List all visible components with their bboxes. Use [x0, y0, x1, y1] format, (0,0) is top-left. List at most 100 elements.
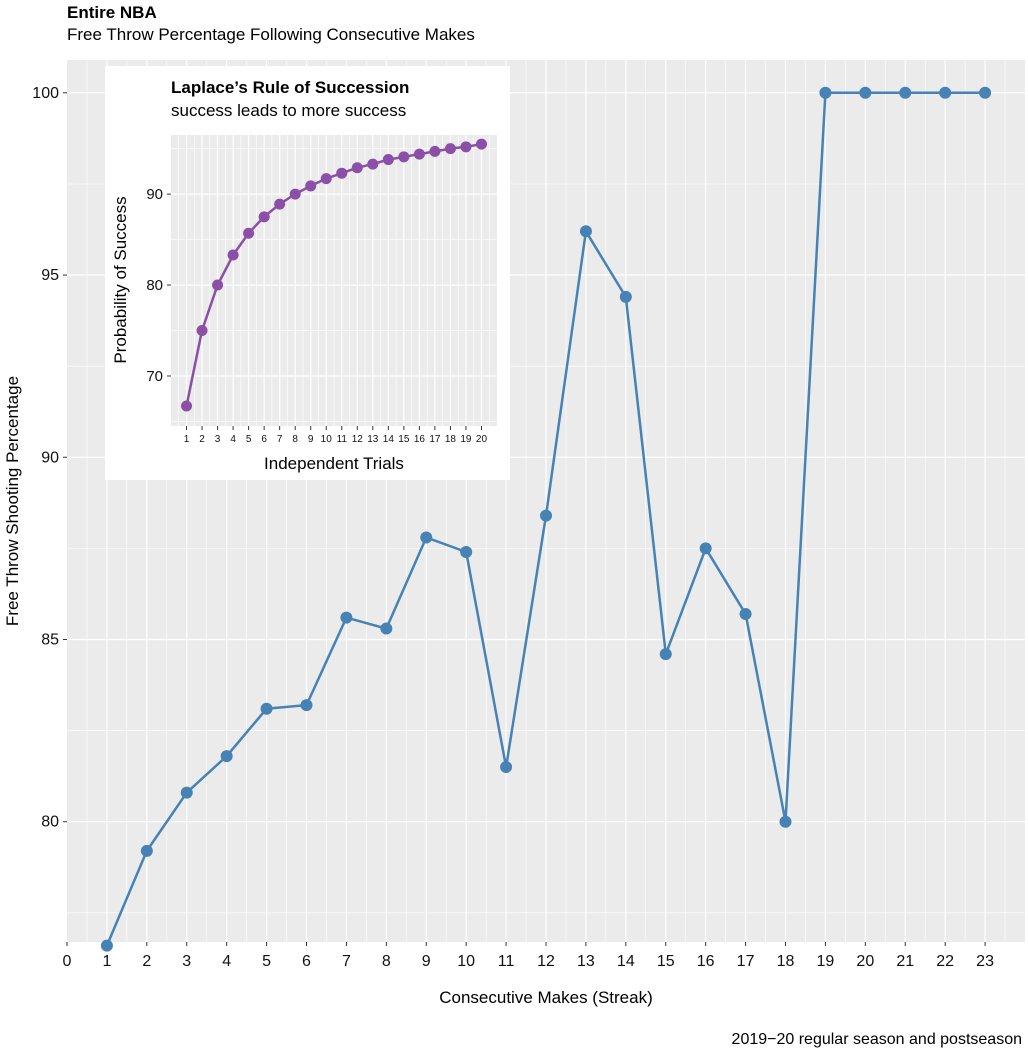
inset-y-ticks: 70 80 90	[146, 186, 171, 385]
main-data-point	[140, 844, 153, 857]
main-x-tick-label: 5	[262, 953, 271, 970]
main-data-point	[100, 939, 113, 952]
inset-data-point	[289, 188, 301, 200]
main-y-tick-label: 85	[41, 631, 59, 648]
inset-series-points	[181, 138, 487, 412]
inset-y-tick-label: 90	[146, 186, 163, 203]
main-data-point	[300, 699, 313, 712]
main-y-tick-label: 100	[32, 85, 59, 102]
inset-data-point	[212, 279, 224, 291]
main-y-ticks: 80 85 90 95 100	[32, 85, 67, 831]
main-data-point	[220, 750, 233, 763]
main-x-tick-label: 2	[142, 953, 151, 970]
main-data-point	[939, 86, 952, 99]
main-y-tick-label: 90	[41, 449, 59, 466]
main-data-point	[260, 702, 273, 715]
inset-x-tick-label: 3	[215, 434, 221, 445]
main-x-tick-label: 3	[182, 953, 191, 970]
main-x-tick-label: 8	[382, 953, 391, 970]
main-x-tick-label: 10	[457, 953, 475, 970]
main-y-tick-label: 80	[41, 814, 59, 831]
main-data-point	[979, 86, 992, 99]
inset-x-tick-label: 14	[383, 434, 395, 445]
main-x-tick-label: 19	[817, 953, 835, 970]
main-data-point	[619, 290, 632, 303]
inset-data-point	[367, 158, 379, 170]
chart-title: Entire NBA	[67, 3, 157, 22]
inset-data-point	[413, 148, 425, 160]
main-data-point	[420, 531, 433, 544]
inset-x-tick-label: 8	[292, 434, 298, 445]
main-x-tick-label: 12	[537, 953, 555, 970]
main-x-tick-label: 1	[102, 953, 111, 970]
inset-data-point	[305, 180, 317, 192]
main-data-point	[819, 86, 832, 99]
inset-x-tick-label: 1	[184, 434, 190, 445]
inset-data-point	[181, 400, 193, 412]
main-x-tick-label: 16	[697, 953, 715, 970]
main-x-tick-label: 23	[976, 953, 994, 970]
inset-data-point	[227, 249, 239, 261]
main-x-tick-label: 18	[777, 953, 795, 970]
inset-x-tick-label: 2	[199, 434, 205, 445]
main-data-point	[659, 648, 672, 661]
inset-x-tick-label: 6	[261, 434, 267, 445]
main-data-point	[579, 225, 592, 238]
inset-x-tick-label: 16	[414, 434, 426, 445]
main-x-tick-label: 21	[896, 953, 914, 970]
inset-data-point	[382, 154, 394, 166]
main-data-point	[699, 542, 712, 555]
main-x-tick-label: 6	[302, 953, 311, 970]
inset-data-point	[429, 145, 441, 157]
inset-data-point	[274, 198, 286, 210]
inset-x-tick-label: 17	[429, 434, 441, 445]
inset-data-point	[320, 173, 332, 185]
inset-y-axis-label: Probability of Success	[111, 196, 130, 363]
main-data-point	[859, 86, 872, 99]
inset-data-point	[444, 143, 456, 155]
main-data-point	[380, 622, 393, 635]
chart-subtitle: Free Throw Percentage Following Consecut…	[67, 25, 475, 44]
main-x-tick-label: 0	[63, 953, 72, 970]
inset-x-tick-label: 13	[367, 434, 379, 445]
main-x-tick-label: 15	[657, 953, 675, 970]
main-data-point	[739, 607, 752, 620]
main-x-tick-label: 11	[498, 953, 515, 970]
inset-data-point	[336, 167, 348, 179]
main-data-point	[540, 509, 552, 522]
main-x-tick-label: 7	[342, 953, 351, 970]
inset-x-tick-label: 11	[337, 434, 348, 445]
inset-x-tick-label: 15	[398, 434, 410, 445]
main-x-ticks: 0 1 2 3 4 5 6 7 8 9 10 11 12 13 14 15 16 17 18 19 20 21 22 23	[63, 942, 994, 970]
inset-x-tick-label: 19	[460, 434, 472, 445]
inset-x-tick-label: 7	[277, 434, 283, 445]
chart-caption: 2019−20 regular season and postseason	[732, 1031, 1022, 1048]
main-x-tick-label: 9	[422, 953, 431, 970]
inset-x-tick-label: 9	[308, 434, 314, 445]
main-x-tick-label: 4	[222, 953, 231, 970]
main-data-point	[899, 86, 912, 99]
inset-data-point	[243, 227, 255, 239]
main-y-tick-label: 95	[41, 267, 59, 284]
inset-data-point	[258, 211, 270, 223]
main-data-point	[180, 786, 193, 799]
main-x-axis-label: Consecutive Makes (Streak)	[439, 988, 653, 1007]
inset-x-axis-label: Independent Trials	[264, 454, 404, 473]
main-x-tick-label: 14	[617, 953, 635, 970]
main-data-point	[500, 761, 513, 774]
inset-x-tick-label: 20	[476, 434, 488, 445]
inset-data-point	[475, 138, 487, 150]
inset-data-point	[398, 151, 410, 163]
main-x-tick-label: 22	[936, 953, 954, 970]
inset-gridlines	[171, 135, 497, 426]
inset-data-point	[351, 162, 363, 174]
inset-x-tick-label: 5	[246, 434, 252, 445]
inset-y-tick-label: 70	[146, 368, 163, 385]
inset-x-tick-label: 4	[230, 434, 236, 445]
inset-x-tick-label: 12	[352, 434, 364, 445]
inset-y-tick-label: 80	[146, 277, 163, 294]
inset-x-tick-label: 18	[445, 434, 457, 445]
main-data-point	[460, 546, 473, 559]
inset-x-ticks: 1 2 3 4 5 6 7 8 9 10 11 12 13 14 15 16 17 18 19 20	[184, 426, 488, 445]
